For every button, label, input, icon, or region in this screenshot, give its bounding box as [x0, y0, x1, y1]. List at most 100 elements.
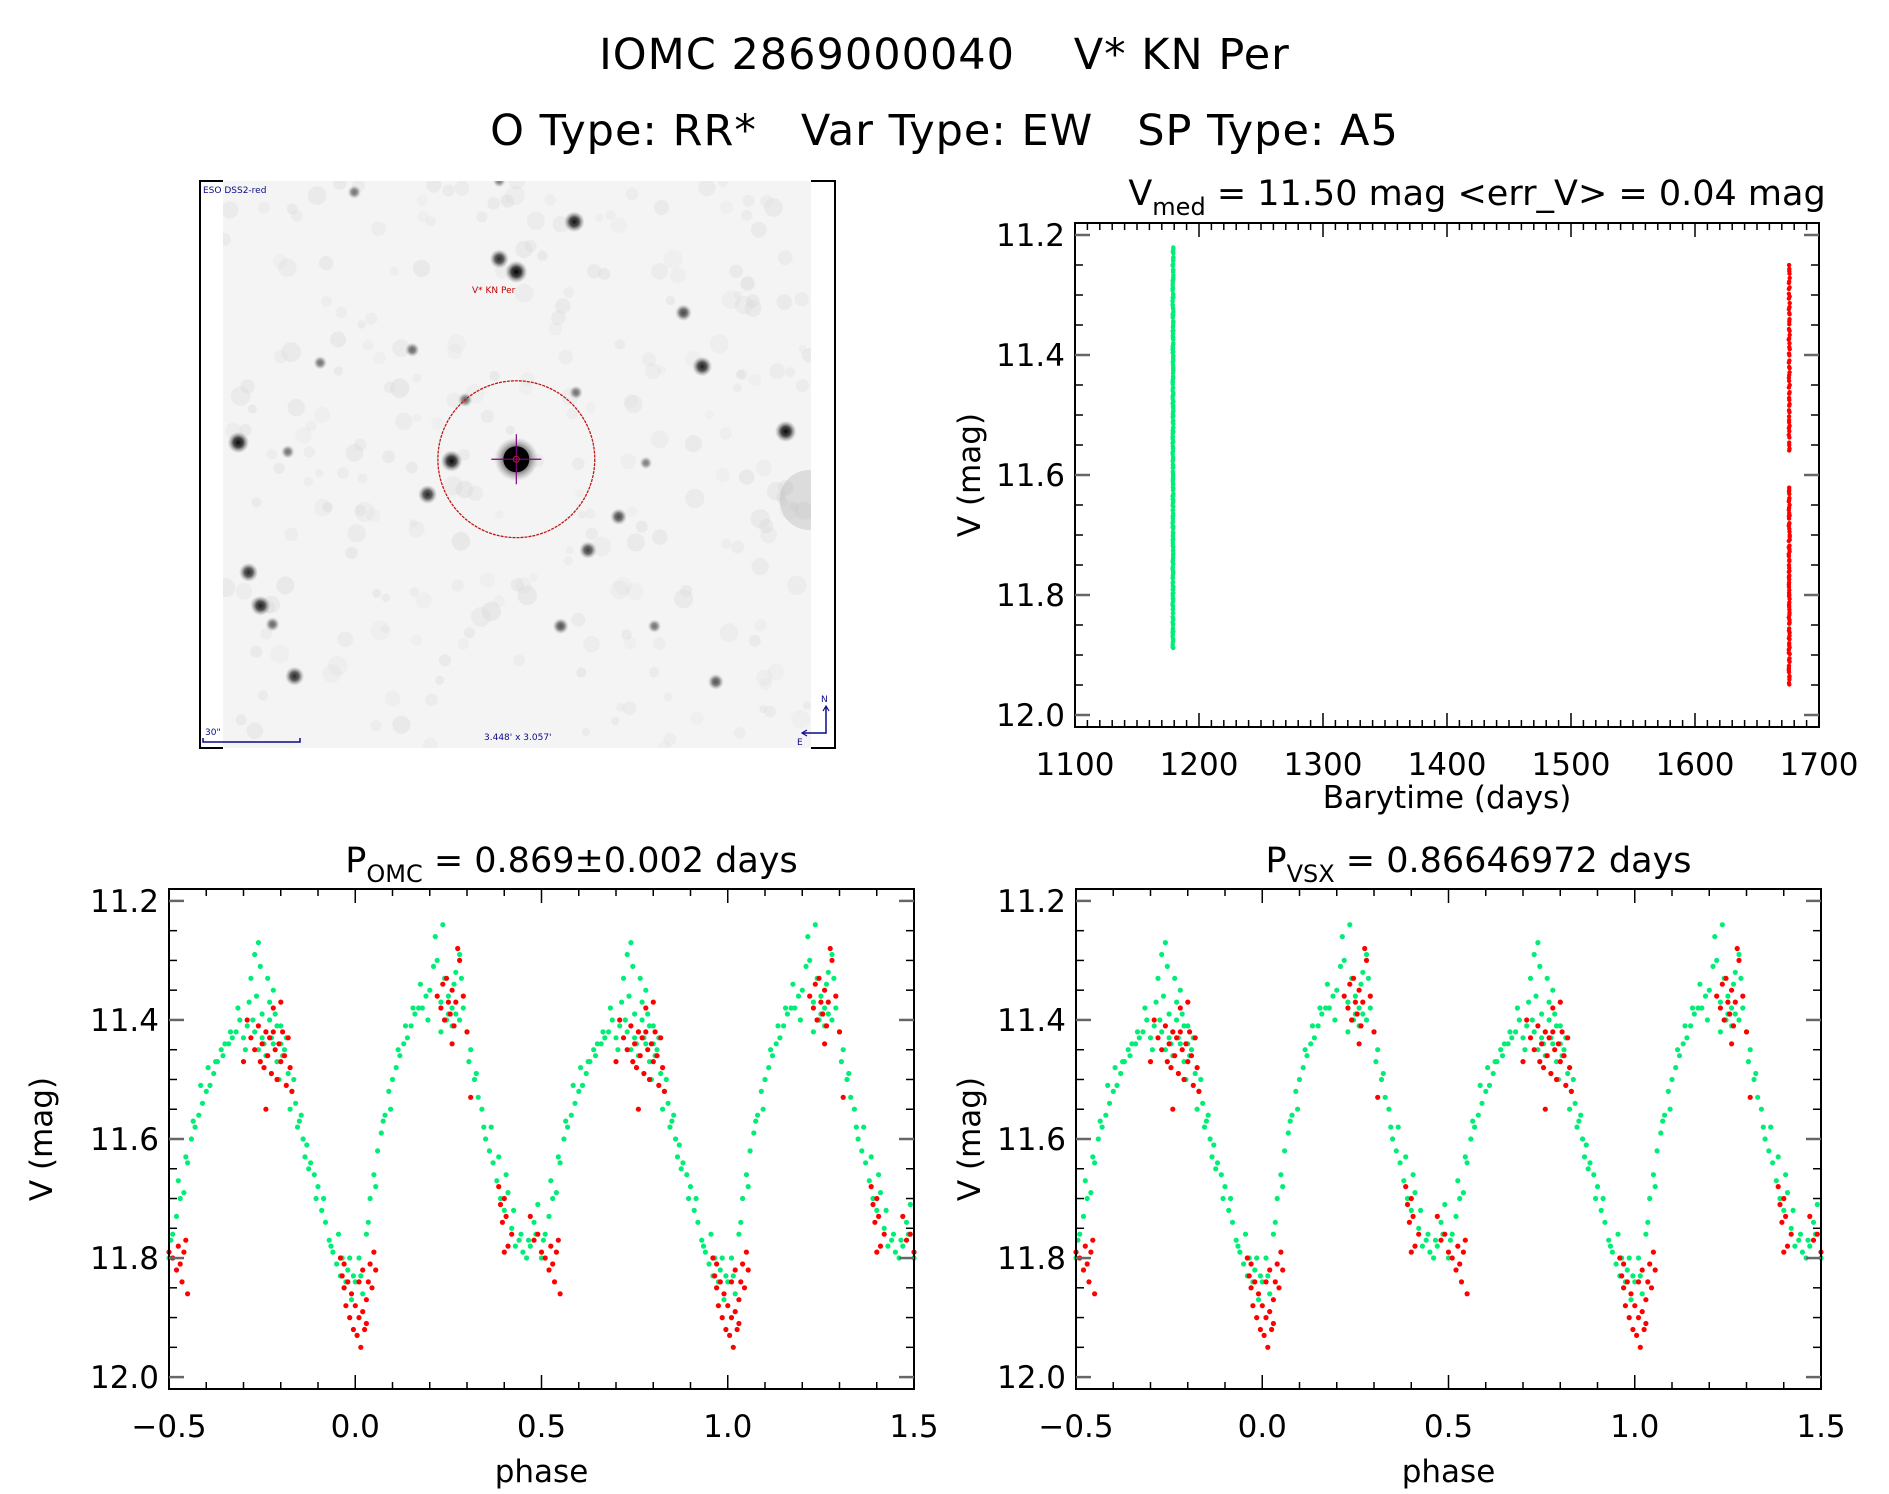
data-point-red	[183, 1237, 189, 1243]
finder-scale-bar	[202, 738, 301, 743]
data-point-red	[1270, 1297, 1276, 1303]
data-point-green	[578, 1065, 584, 1071]
data-point-red	[741, 1285, 748, 1291]
data-point-green	[1347, 922, 1353, 928]
data-point-green	[1587, 1160, 1593, 1166]
data-point-green	[706, 1261, 712, 1267]
data-point-red	[538, 1249, 545, 1255]
data-point-green	[358, 1273, 364, 1279]
data-point-season-1	[1171, 587, 1176, 592]
data-point-green	[1211, 1142, 1217, 1148]
data-point-green	[183, 1154, 189, 1160]
sky-noise	[755, 459, 772, 477]
data-point-green	[328, 1243, 334, 1249]
data-point-red	[903, 1237, 910, 1243]
sky-noise	[652, 529, 668, 545]
data-points	[1170, 245, 1792, 687]
x-tick-label: −0.5	[1038, 1409, 1113, 1445]
data-point-red	[1561, 1053, 1567, 1059]
data-point-green	[602, 1035, 608, 1041]
sky-noise	[654, 199, 670, 215]
data-point-season-2-upper	[1787, 435, 1792, 440]
sky-noise	[408, 521, 425, 538]
data-point-green	[1289, 1112, 1295, 1118]
data-point-green	[1755, 1094, 1761, 1100]
data-point-green	[637, 975, 643, 981]
data-point-green	[568, 1112, 574, 1118]
data-point-red	[818, 999, 824, 1005]
data-point-season-1	[1170, 575, 1175, 581]
data-point-red	[728, 1315, 735, 1321]
data-point-red	[1807, 1213, 1813, 1219]
data-point-red	[1082, 1243, 1088, 1249]
data-point-green	[848, 1094, 854, 1100]
data-point-red	[1639, 1267, 1645, 1273]
data-point-green	[736, 1231, 742, 1237]
data-point-red	[285, 1035, 291, 1041]
data-point-season-1	[1170, 295, 1175, 300]
data-point-red	[1550, 1005, 1556, 1011]
data-point-red	[658, 1035, 664, 1041]
data-point-season-2-upper	[1786, 420, 1792, 425]
y-tick-label: 11.2	[997, 884, 1066, 920]
sky-noise	[623, 394, 638, 409]
sky-noise	[801, 348, 811, 363]
data-point-green	[1172, 975, 1178, 981]
data-point-green	[740, 1195, 746, 1202]
data-point-red	[453, 999, 459, 1005]
data-point-green	[1363, 1017, 1370, 1023]
data-point-season-2-upper	[1787, 332, 1792, 338]
data-point-green	[1775, 1154, 1781, 1160]
data-point-green	[859, 1148, 865, 1154]
data-point-red	[1531, 1047, 1537, 1053]
data-point-green	[1570, 1076, 1576, 1083]
plot-frame	[168, 888, 915, 1390]
x-tick-label: 1600	[1656, 747, 1735, 783]
sky-noise	[383, 381, 396, 394]
data-point-red	[870, 1201, 876, 1208]
data-point-red	[822, 1041, 828, 1047]
data-point-red	[280, 1029, 286, 1035]
data-point-red	[1404, 1201, 1411, 1208]
data-point-green	[1665, 1088, 1671, 1094]
sky-noise	[305, 420, 317, 432]
data-point-red	[1278, 1249, 1284, 1255]
data-point-green	[1080, 1213, 1087, 1219]
data-point-season-1	[1171, 504, 1176, 509]
data-point-green	[1267, 1291, 1273, 1297]
sky-noise	[719, 200, 734, 215]
sky-noise	[663, 732, 677, 746]
data-point-green	[1660, 1118, 1666, 1124]
data-point-green	[1578, 1112, 1584, 1118]
data-point-green	[417, 981, 423, 987]
aperture-circle	[437, 380, 596, 539]
finder-survey-label: ESO DSS2-red	[203, 186, 266, 196]
data-point-green	[1499, 1053, 1506, 1059]
data-point-green	[1699, 1005, 1705, 1011]
sky-noise	[442, 184, 455, 197]
data-point-red	[833, 993, 839, 999]
data-point-green	[527, 1243, 533, 1249]
field-star	[647, 619, 662, 633]
data-point-green	[708, 1231, 714, 1237]
data-point-red	[278, 1059, 284, 1065]
data-points	[166, 922, 917, 1350]
figure-title-line1: IOMC 2869000040 V* KN Per	[599, 30, 1290, 80]
sky-noise	[742, 194, 755, 207]
data-point-green	[1274, 1195, 1280, 1202]
data-point-green	[272, 1011, 278, 1017]
data-point-green	[1650, 1172, 1656, 1178]
data-point-green	[646, 1023, 653, 1029]
data-point-green	[1397, 1160, 1403, 1166]
sky-noise	[611, 717, 620, 726]
data-point-red	[177, 1261, 183, 1267]
sky-noise	[680, 584, 693, 597]
data-point-green	[1553, 1059, 1560, 1065]
data-point-red	[550, 1261, 556, 1267]
y-tick-label: 11.8	[997, 1241, 1066, 1277]
data-point-red	[1166, 1041, 1172, 1047]
data-point-green	[1160, 993, 1167, 999]
data-point-green	[1159, 1029, 1165, 1035]
data-point-red	[1261, 1332, 1267, 1338]
data-point-red	[823, 1023, 830, 1029]
